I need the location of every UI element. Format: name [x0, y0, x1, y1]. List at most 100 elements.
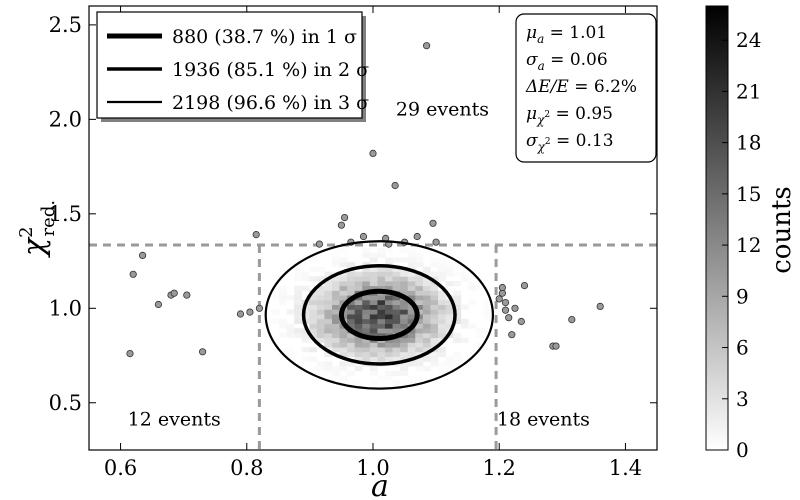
heatmap-cell	[392, 342, 401, 348]
heatmap-cell	[339, 347, 348, 353]
heatmap-cell	[301, 356, 310, 362]
heatmap-cell	[483, 314, 492, 320]
heatmap-cell	[339, 285, 348, 291]
heatmap-cell	[362, 314, 371, 320]
legend: 880 (38.7 %) in 1 σ 1936 (85.1 %) in 2 σ 2…	[96, 11, 369, 122]
heatmap-cell	[309, 323, 318, 329]
heatmap-cell	[430, 290, 439, 296]
heatmap-cell	[392, 337, 401, 343]
heatmap-cell	[422, 281, 431, 287]
heatmap-cell	[392, 295, 401, 301]
heatmap-cell	[453, 304, 462, 310]
heatmap-cell	[309, 318, 318, 324]
heatmap-cell	[430, 351, 439, 357]
heatmap-cell	[422, 337, 431, 343]
heatmap-cell	[430, 271, 439, 277]
heatmap-cell	[384, 271, 393, 277]
heatmap-cell	[438, 262, 446, 268]
heatmap-cell	[460, 323, 469, 329]
heatmap-cell	[483, 285, 492, 291]
heatmap-cell	[316, 290, 325, 296]
heatmap-cell	[309, 314, 318, 320]
heatmap-cell	[354, 285, 363, 291]
heatmap-cell	[369, 323, 378, 329]
heatmap-cell	[316, 318, 325, 324]
heatmap-cell	[309, 295, 318, 301]
heatmap-cell	[294, 285, 303, 291]
heatmap-cell	[316, 323, 325, 329]
heatmap-cell	[339, 361, 348, 367]
heatmap-cell	[415, 262, 424, 268]
heatmap-cell	[400, 299, 409, 306]
heatmap-cell	[468, 281, 477, 287]
colorbar: 0 3 6 9 12 15 18 21 24 counts	[705, 5, 797, 462]
region-label: 29 events	[396, 99, 489, 121]
heatmap-cell	[422, 266, 431, 272]
density-heatmap	[271, 243, 492, 386]
heatmap-cell	[430, 318, 439, 324]
heatmap-cell	[331, 328, 340, 334]
heatmap-cell	[384, 285, 393, 291]
heatmap-cell	[362, 342, 371, 348]
heatmap-cell	[415, 347, 424, 353]
colorbar-tick-label: 12	[736, 233, 761, 257]
heatmap-cell	[347, 276, 356, 282]
heatmap-cell	[377, 356, 386, 362]
heatmap-cell	[377, 351, 386, 357]
heatmap-cell	[339, 328, 348, 334]
heatmap-cell	[400, 318, 409, 324]
heatmap-cell	[438, 361, 446, 367]
heatmap-cell	[331, 342, 340, 348]
heatmap-cell	[377, 318, 386, 324]
heatmap-cell	[384, 323, 393, 329]
outlier-point	[391, 181, 399, 190]
heatmap-cell	[400, 351, 409, 357]
heatmap-cell	[384, 328, 393, 334]
heatmap-cell	[377, 299, 386, 306]
legend-label-2: 1936 (85.1 %) in 2 σ	[172, 59, 369, 81]
heatmap-cell	[324, 271, 333, 277]
colorbar-tick-label: 9	[736, 284, 749, 308]
heatmap-cell	[347, 318, 356, 324]
heatmap-cell	[430, 337, 439, 343]
heatmap-cell	[483, 304, 492, 310]
heatmap-cell	[438, 271, 446, 277]
heatmap-cell	[438, 347, 446, 353]
heatmap-cell	[415, 375, 424, 381]
heatmap-cell	[475, 276, 484, 282]
heatmap-cell	[400, 281, 409, 287]
heatmap-cell	[369, 271, 378, 277]
heatmap-cell	[354, 271, 363, 277]
heatmap-cell	[422, 295, 431, 301]
heatmap-cell	[438, 318, 446, 324]
outlier-point	[359, 232, 368, 241]
stats-line-5: σχ2 = 0.13	[526, 131, 614, 154]
heatmap-cell	[339, 332, 348, 339]
heatmap-cell	[438, 314, 446, 320]
heatmap-cell	[377, 295, 386, 301]
heatmap-cell	[294, 295, 303, 301]
heatmap-cell	[415, 257, 424, 263]
heatmap-cell	[271, 318, 280, 324]
heatmap-cell	[430, 328, 439, 334]
colorbar-tick-label: 3	[736, 387, 749, 411]
heatmap-cell	[453, 295, 462, 301]
heatmap-cell	[415, 351, 424, 357]
heatmap-cell	[278, 323, 287, 329]
heatmap-cell	[294, 276, 303, 282]
heatmap-cell	[309, 366, 318, 372]
heatmap-cell	[324, 323, 333, 329]
heatmap-cell	[407, 257, 416, 263]
heatmap-cell	[430, 276, 439, 282]
heatmap-cell	[407, 271, 416, 277]
outlier-point	[246, 308, 254, 316]
heatmap-cell	[400, 361, 409, 367]
heatmap-cell	[400, 366, 409, 372]
outlier-point	[183, 291, 191, 299]
heatmap-cell	[324, 281, 333, 287]
heatmap-cell	[301, 309, 310, 315]
heatmap-cell	[384, 370, 393, 376]
heatmap-cell	[278, 290, 287, 296]
heatmap-cell	[369, 347, 378, 353]
heatmap-cell	[392, 323, 401, 329]
